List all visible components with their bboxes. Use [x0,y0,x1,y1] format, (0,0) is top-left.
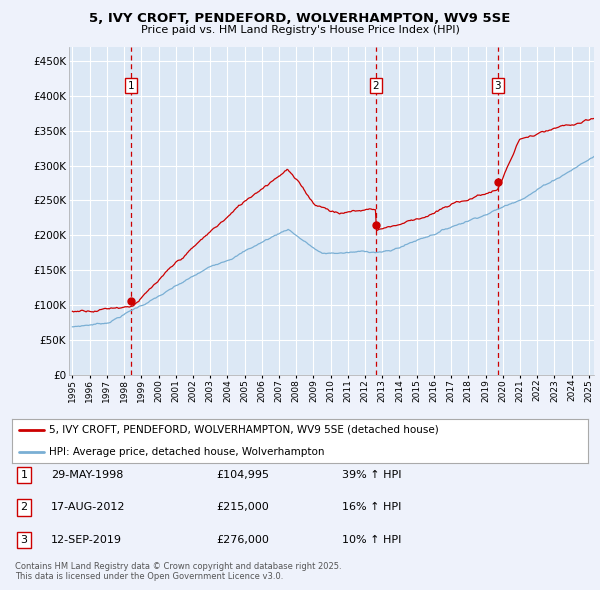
Text: 3: 3 [20,535,28,545]
Text: 39% ↑ HPI: 39% ↑ HPI [342,470,401,480]
Text: 29-MAY-1998: 29-MAY-1998 [51,470,124,480]
Text: 3: 3 [494,80,501,90]
Text: 5, IVY CROFT, PENDEFORD, WOLVERHAMPTON, WV9 5SE (detached house): 5, IVY CROFT, PENDEFORD, WOLVERHAMPTON, … [49,425,439,435]
Text: 16% ↑ HPI: 16% ↑ HPI [342,503,401,512]
Text: HPI: Average price, detached house, Wolverhampton: HPI: Average price, detached house, Wolv… [49,447,325,457]
Text: 5, IVY CROFT, PENDEFORD, WOLVERHAMPTON, WV9 5SE: 5, IVY CROFT, PENDEFORD, WOLVERHAMPTON, … [89,12,511,25]
Text: £276,000: £276,000 [216,535,269,545]
Text: 1: 1 [20,470,28,480]
Text: Price paid vs. HM Land Registry's House Price Index (HPI): Price paid vs. HM Land Registry's House … [140,25,460,35]
Text: 12-SEP-2019: 12-SEP-2019 [51,535,122,545]
Text: 2: 2 [20,503,28,512]
Text: £215,000: £215,000 [216,503,269,512]
Text: 1: 1 [128,80,134,90]
Text: £104,995: £104,995 [216,470,269,480]
Text: Contains HM Land Registry data © Crown copyright and database right 2025.
This d: Contains HM Land Registry data © Crown c… [15,562,341,581]
Text: 10% ↑ HPI: 10% ↑ HPI [342,535,401,545]
Text: 17-AUG-2012: 17-AUG-2012 [51,503,125,512]
Text: 2: 2 [373,80,379,90]
